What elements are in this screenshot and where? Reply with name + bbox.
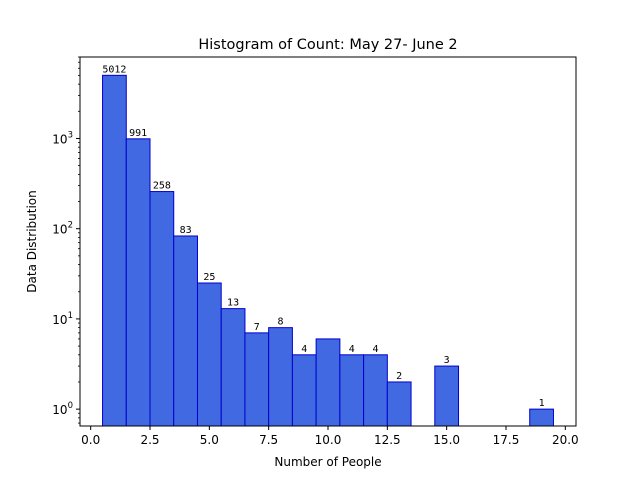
data-label-7: 8 — [278, 317, 284, 328]
x-tick-label-0: 0.0 — [81, 433, 100, 447]
bar-10 — [339, 354, 365, 427]
data-label-8: 4 — [301, 344, 307, 355]
x-tick-label-3: 7.5 — [259, 433, 278, 447]
bar-11 — [363, 354, 388, 427]
data-label-6: 7 — [254, 322, 260, 333]
bar-2 — [149, 191, 175, 427]
data-labels-group: 5012 991 258 83 25 13 7 8 4 4 4 2 3 1 — [102, 64, 544, 409]
data-label-13: 3 — [444, 355, 450, 366]
bar-5 — [220, 308, 246, 427]
bar-8 — [291, 354, 317, 427]
bar-7 — [268, 327, 293, 427]
data-label-1: 991 — [129, 128, 147, 139]
x-tick-label-7: 17.5 — [493, 433, 520, 447]
x-axis: 0.0 2.5 5.0 7.5 10.0 12.5 15.0 17.5 20.0 — [81, 426, 579, 447]
y-tick-label-3: 103 — [52, 130, 73, 146]
y-axis: 100 101 102 103 — [52, 56, 80, 424]
x-tick-label-1: 2.5 — [140, 433, 159, 447]
y-axis-label: Data Distribution — [25, 190, 39, 292]
bar-12 — [386, 381, 412, 427]
chart-title: Histogram of Count: May 27- June 2 — [198, 37, 457, 53]
bar-14 — [529, 408, 554, 427]
bar-6 — [244, 332, 270, 427]
data-label-5: 13 — [227, 298, 239, 309]
bar-4 — [196, 282, 222, 427]
y-tick-label-0: 100 — [52, 401, 73, 417]
x-tick-label-2: 5.0 — [200, 433, 219, 447]
x-tick-label-8: 20.0 — [552, 433, 579, 447]
bar-13 — [434, 365, 460, 427]
data-label-14: 1 — [539, 398, 545, 409]
bar-9 — [315, 338, 341, 427]
bar-0 — [102, 74, 127, 427]
data-label-0: 5012 — [102, 64, 126, 75]
data-label-11: 4 — [372, 344, 378, 355]
data-label-3: 83 — [180, 225, 192, 236]
data-label-2: 258 — [153, 181, 171, 192]
x-tick-label-6: 15.0 — [433, 433, 460, 447]
bar-1 — [125, 138, 151, 427]
bar-3 — [173, 235, 198, 427]
data-label-4: 25 — [203, 272, 215, 283]
y-tick-label-1: 101 — [52, 311, 73, 327]
data-label-10: 4 — [349, 344, 355, 355]
x-tick-label-4: 10.0 — [315, 433, 342, 447]
y-tick-label-2: 102 — [52, 221, 73, 237]
data-label-12: 2 — [396, 371, 402, 382]
x-axis-label: Number of People — [274, 455, 381, 469]
x-tick-label-5: 12.5 — [374, 433, 401, 447]
bars-group — [102, 74, 554, 427]
